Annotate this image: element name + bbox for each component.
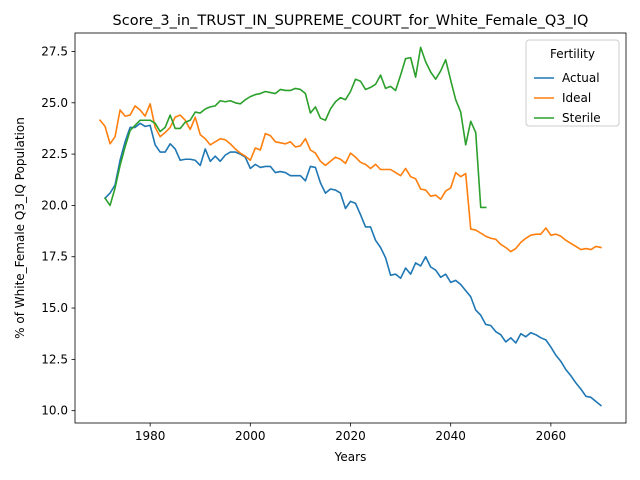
series-line-actual xyxy=(103,122,603,407)
legend-box xyxy=(525,39,620,127)
y-tick-label: 15.0 xyxy=(41,301,68,315)
y-axis: 10.0 12.5 15.0 17.5 20.0 22.5 25.0 27.5 xyxy=(41,44,75,418)
x-axis-title: Years xyxy=(334,450,367,464)
x-axis: 1980 2000 2020 2040 2060 xyxy=(135,423,566,443)
legend-label-sterile: Sterile xyxy=(562,111,601,125)
legend-label-actual: Actual xyxy=(562,71,600,85)
series-line-sterile xyxy=(103,46,487,209)
x-tick-label: 2040 xyxy=(435,429,466,443)
y-axis-title: % of White_Female Q3_IQ Population xyxy=(13,117,27,339)
x-tick-label: 2020 xyxy=(335,429,366,443)
legend: Fertility Actual Ideal Sterile xyxy=(525,39,620,127)
y-tick-label: 25.0 xyxy=(41,96,68,110)
series-layer xyxy=(98,46,603,407)
y-tick-label: 22.5 xyxy=(41,147,68,161)
legend-title: Fertility xyxy=(550,47,595,61)
y-tick-label: 12.5 xyxy=(41,352,68,366)
chart-title: Score_3_in_TRUST_IN_SUPREME_COURT_for_Wh… xyxy=(113,13,589,29)
legend-items: Actual Ideal Sterile xyxy=(534,71,601,125)
series-line-ideal xyxy=(98,103,602,253)
x-tick-label: 2000 xyxy=(235,429,266,443)
y-tick-label: 27.5 xyxy=(41,44,68,58)
y-tick-label: 10.0 xyxy=(41,404,68,418)
y-tick-label: 20.0 xyxy=(41,198,68,212)
x-tick-label: 2060 xyxy=(536,429,567,443)
x-tick-label: 1980 xyxy=(135,429,166,443)
legend-label-ideal: Ideal xyxy=(562,91,591,105)
y-tick-label: 17.5 xyxy=(41,250,68,264)
